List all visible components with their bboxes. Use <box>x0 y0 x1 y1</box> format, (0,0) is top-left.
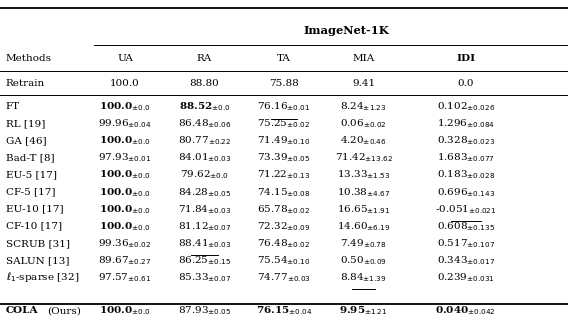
Text: 100.0$_{\pm 0.0}$: 100.0$_{\pm 0.0}$ <box>99 203 151 216</box>
Text: 71.84$_{\pm 0.03}$: 71.84$_{\pm 0.03}$ <box>178 203 231 216</box>
Text: 75.88: 75.88 <box>269 79 299 88</box>
Text: CF-5 [17]: CF-5 [17] <box>6 188 55 197</box>
Text: 71.49$_{\pm 0.10}$: 71.49$_{\pm 0.10}$ <box>257 135 311 147</box>
Text: SCRUB [31]: SCRUB [31] <box>6 239 70 248</box>
Text: 100.0$_{\pm 0.0}$: 100.0$_{\pm 0.0}$ <box>99 220 151 233</box>
Text: FT: FT <box>6 102 20 111</box>
Text: TA: TA <box>277 54 291 63</box>
Text: 72.32$_{\pm 0.09}$: 72.32$_{\pm 0.09}$ <box>257 220 311 233</box>
Text: 0.343$_{\pm 0.017}$: 0.343$_{\pm 0.017}$ <box>437 254 495 267</box>
Text: 9.41: 9.41 <box>352 79 375 88</box>
Text: 100.0$_{\pm 0.0}$: 100.0$_{\pm 0.0}$ <box>99 186 151 198</box>
Text: 97.93$_{\pm 0.01}$: 97.93$_{\pm 0.01}$ <box>98 152 152 164</box>
Text: 88.41$_{\pm 0.03}$: 88.41$_{\pm 0.03}$ <box>178 237 231 250</box>
Text: 4.20$_{\pm 0.46}$: 4.20$_{\pm 0.46}$ <box>340 135 387 147</box>
Text: 0.696$_{\pm 0.143}$: 0.696$_{\pm 0.143}$ <box>437 186 495 198</box>
Text: 100.0$_{\pm 0.0}$: 100.0$_{\pm 0.0}$ <box>99 169 151 181</box>
Text: 89.67$_{\pm 0.27}$: 89.67$_{\pm 0.27}$ <box>98 254 152 267</box>
Text: ImageNet-1K: ImageNet-1K <box>304 25 389 35</box>
Text: 0.040$_{\pm 0.042}$: 0.040$_{\pm 0.042}$ <box>436 305 496 316</box>
Text: 0.102$_{\pm 0.026}$: 0.102$_{\pm 0.026}$ <box>437 100 495 113</box>
Text: CF-10 [17]: CF-10 [17] <box>6 222 62 231</box>
Text: IDI: IDI <box>456 54 475 63</box>
Text: 76.15$_{\pm 0.04}$: 76.15$_{\pm 0.04}$ <box>256 305 312 316</box>
Text: 73.39$_{\pm 0.05}$: 73.39$_{\pm 0.05}$ <box>257 152 311 164</box>
Text: 71.42$_{\pm 13.62}$: 71.42$_{\pm 13.62}$ <box>335 152 392 164</box>
Text: 0.0: 0.0 <box>457 79 474 88</box>
Text: 76.48$_{\pm 0.02}$: 76.48$_{\pm 0.02}$ <box>257 237 311 250</box>
Text: 0.328$_{\pm 0.023}$: 0.328$_{\pm 0.023}$ <box>437 135 495 147</box>
Text: 0.239$_{\pm 0.031}$: 0.239$_{\pm 0.031}$ <box>437 271 495 284</box>
Text: 14.60$_{\pm 6.19}$: 14.60$_{\pm 6.19}$ <box>337 220 390 233</box>
Text: COLA: COLA <box>6 307 38 315</box>
Text: 1.296$_{\pm 0.084}$: 1.296$_{\pm 0.084}$ <box>437 118 495 130</box>
Text: 0.608$_{\pm 0.135}$: 0.608$_{\pm 0.135}$ <box>437 220 495 233</box>
Text: $\ell_1$-sparse [32]: $\ell_1$-sparse [32] <box>6 270 79 284</box>
Text: 7.49$_{\pm 0.78}$: 7.49$_{\pm 0.78}$ <box>340 237 387 250</box>
Text: Methods: Methods <box>6 54 52 63</box>
Text: 10.38$_{\pm 4.67}$: 10.38$_{\pm 4.67}$ <box>337 186 390 198</box>
Text: 87.93$_{\pm 0.05}$: 87.93$_{\pm 0.05}$ <box>178 305 231 316</box>
Text: 0.183$_{\pm 0.028}$: 0.183$_{\pm 0.028}$ <box>437 169 495 181</box>
Text: 100.0$_{\pm 0.0}$: 100.0$_{\pm 0.0}$ <box>99 305 151 316</box>
Text: 88.80: 88.80 <box>190 79 219 88</box>
Text: SALUN [13]: SALUN [13] <box>6 256 69 265</box>
Text: -0.051$_{\pm 0.021}$: -0.051$_{\pm 0.021}$ <box>435 203 496 216</box>
Text: 74.15$_{\pm 0.08}$: 74.15$_{\pm 0.08}$ <box>257 186 311 198</box>
Text: 79.62$_{\pm 0.0}$: 79.62$_{\pm 0.0}$ <box>180 169 229 181</box>
Text: EU-10 [17]: EU-10 [17] <box>6 205 63 214</box>
Text: 0.06$_{\pm 0.02}$: 0.06$_{\pm 0.02}$ <box>340 118 387 130</box>
Text: 0.50$_{\pm 0.09}$: 0.50$_{\pm 0.09}$ <box>340 254 387 267</box>
Text: 100.0$_{\pm 0.0}$: 100.0$_{\pm 0.0}$ <box>99 135 151 147</box>
Text: 88.52$_{\pm 0.0}$: 88.52$_{\pm 0.0}$ <box>178 100 231 113</box>
Text: 100.0: 100.0 <box>110 79 140 88</box>
Text: 86.48$_{\pm 0.06}$: 86.48$_{\pm 0.06}$ <box>178 118 231 130</box>
Text: 75.54$_{\pm 0.10}$: 75.54$_{\pm 0.10}$ <box>257 254 311 267</box>
Text: (Ours): (Ours) <box>47 307 81 315</box>
Text: 9.95$_{\pm 1.21}$: 9.95$_{\pm 1.21}$ <box>339 305 388 316</box>
Text: EU-5 [17]: EU-5 [17] <box>6 171 57 179</box>
Text: 85.33$_{\pm 0.07}$: 85.33$_{\pm 0.07}$ <box>178 271 231 284</box>
Text: 8.84$_{\pm 1.39}$: 8.84$_{\pm 1.39}$ <box>340 271 387 284</box>
Text: RA: RA <box>197 54 212 63</box>
Text: 76.16$_{\pm 0.01}$: 76.16$_{\pm 0.01}$ <box>257 100 311 113</box>
Text: MIA: MIA <box>352 54 375 63</box>
Text: 71.22$_{\pm 0.13}$: 71.22$_{\pm 0.13}$ <box>257 169 311 181</box>
Text: 0.517$_{\pm 0.107}$: 0.517$_{\pm 0.107}$ <box>437 237 495 250</box>
Text: 81.12$_{\pm 0.07}$: 81.12$_{\pm 0.07}$ <box>178 220 231 233</box>
Text: 65.78$_{\pm 0.02}$: 65.78$_{\pm 0.02}$ <box>257 203 311 216</box>
Text: 97.57$_{\pm 0.61}$: 97.57$_{\pm 0.61}$ <box>98 271 152 284</box>
Text: 74.77$_{\pm 0.03}$: 74.77$_{\pm 0.03}$ <box>257 271 311 284</box>
Text: 80.77$_{\pm 0.22}$: 80.77$_{\pm 0.22}$ <box>178 135 231 147</box>
Text: 84.28$_{\pm 0.05}$: 84.28$_{\pm 0.05}$ <box>178 186 231 198</box>
Text: 100.0$_{\pm 0.0}$: 100.0$_{\pm 0.0}$ <box>99 100 151 113</box>
Text: Bad-T [8]: Bad-T [8] <box>6 154 55 162</box>
Text: 1.683$_{\pm 0.077}$: 1.683$_{\pm 0.077}$ <box>437 152 495 164</box>
Text: Retrain: Retrain <box>6 79 45 88</box>
Text: 99.36$_{\pm 0.02}$: 99.36$_{\pm 0.02}$ <box>98 237 152 250</box>
Text: 16.65$_{\pm 1.91}$: 16.65$_{\pm 1.91}$ <box>337 203 390 216</box>
Text: RL [19]: RL [19] <box>6 119 45 128</box>
Text: 99.96$_{\pm 0.04}$: 99.96$_{\pm 0.04}$ <box>98 118 152 130</box>
Text: 8.24$_{\pm 1.23}$: 8.24$_{\pm 1.23}$ <box>340 100 387 113</box>
Text: 84.01$_{\pm 0.03}$: 84.01$_{\pm 0.03}$ <box>178 152 231 164</box>
Text: 86.25$_{\pm 0.15}$: 86.25$_{\pm 0.15}$ <box>178 254 231 267</box>
Text: GA [46]: GA [46] <box>6 137 47 145</box>
Text: 13.33$_{\pm 1.53}$: 13.33$_{\pm 1.53}$ <box>337 169 390 181</box>
Text: 75.25$_{\pm 0.02}$: 75.25$_{\pm 0.02}$ <box>257 118 311 130</box>
Text: UA: UA <box>117 54 133 63</box>
